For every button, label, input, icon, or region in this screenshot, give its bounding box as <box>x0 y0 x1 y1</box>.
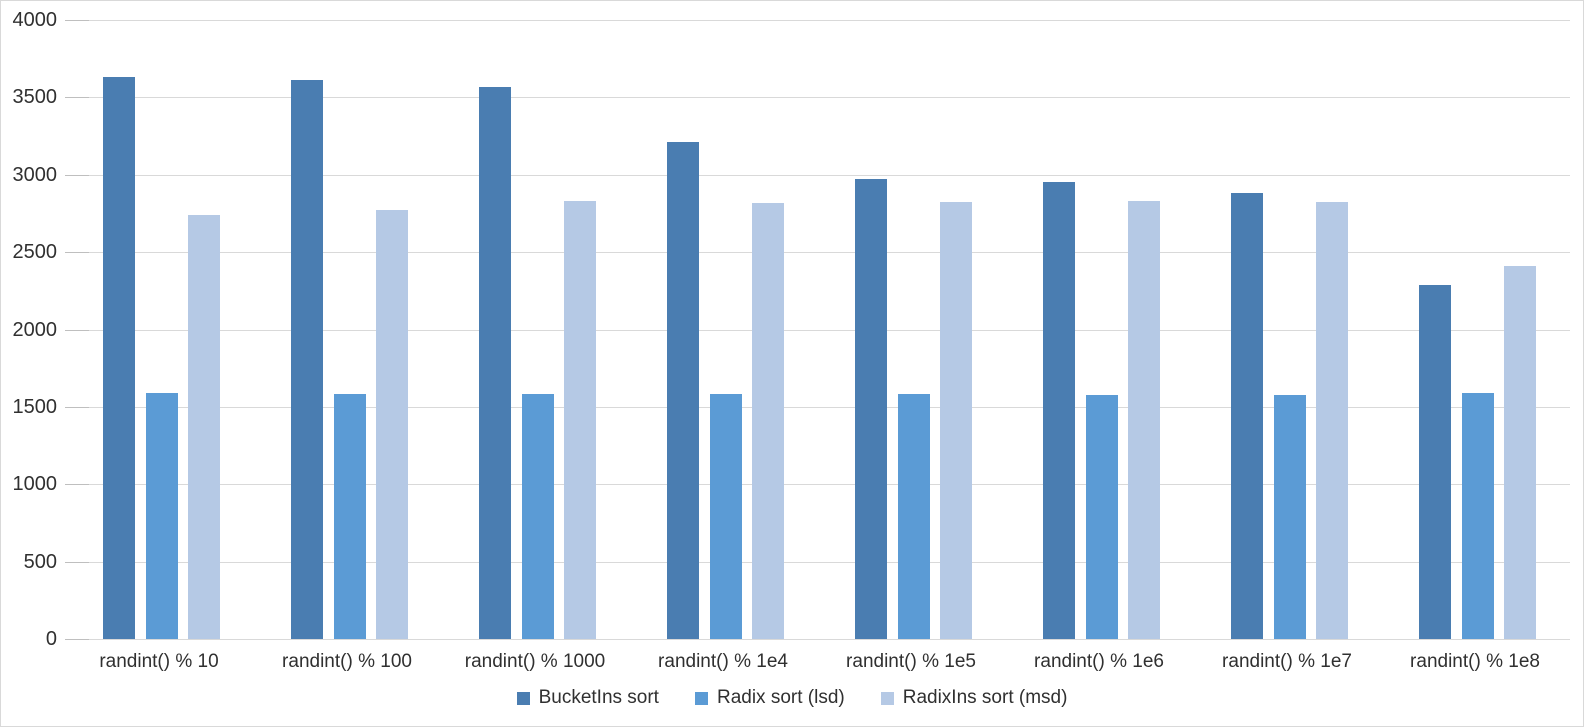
y-axis-tick <box>65 639 89 640</box>
y-axis-tick <box>65 484 89 486</box>
y-axis-tick <box>65 329 89 331</box>
chart-legend: BucketIns sort Radix sort (lsd) RadixIns s… <box>1 684 1583 712</box>
bar-bucketins-sort-group-8 <box>1419 284 1451 639</box>
bar-radixins-sort-msd-group-5 <box>940 201 972 639</box>
gridline <box>65 561 1570 563</box>
x-axis-label: randint() % 10 <box>99 651 219 672</box>
x-axis-label: randint() % 1000 <box>464 651 606 672</box>
gridline <box>65 252 1570 254</box>
bar-radixins-sort-msd-group-4 <box>752 203 784 639</box>
y-axis-label: 4000 <box>12 9 58 31</box>
y-axis-label: 1500 <box>12 395 58 418</box>
x-axis-label: randint() % 1e6 <box>1034 651 1164 672</box>
gridline <box>65 20 1570 21</box>
bar-radixins-sort-msd-group-7 <box>1316 201 1348 639</box>
legend-swatch-icon <box>880 691 894 705</box>
bar-radix-sort-lsd-group-8 <box>1461 392 1494 639</box>
gridline <box>65 97 1570 99</box>
legend-label: RadixIns sort (msd) <box>902 687 1068 708</box>
legend-swatch-icon <box>694 691 708 705</box>
bar-bucketins-sort-group-6 <box>1043 181 1075 639</box>
bar-radix-sort-lsd-group-4 <box>709 394 742 639</box>
y-axis-label: 0 <box>45 628 57 650</box>
gridline <box>65 329 1570 331</box>
x-axis-label: randint() % 1e7 <box>1222 651 1352 672</box>
legend-item: Radix sort (lsd) <box>694 687 845 709</box>
bar-radixins-sort-msd-group-8 <box>1504 266 1536 639</box>
bar-radix-sort-lsd-group-2 <box>333 393 366 639</box>
legend-label: BucketIns sort <box>538 687 659 708</box>
gridline <box>65 174 1570 176</box>
x-axis-label: randint() % 1e5 <box>846 651 976 672</box>
bar-radix-sort-lsd-group-3 <box>521 393 554 639</box>
x-axis-label: randint() % 1e4 <box>658 651 788 672</box>
legend-swatch-icon <box>516 691 530 705</box>
legend-item: RadixIns sort (msd) <box>880 687 1068 709</box>
y-axis-label: 500 <box>23 550 57 573</box>
y-axis-tick <box>65 97 89 99</box>
y-axis-tick <box>65 561 89 563</box>
legend-label: Radix sort (lsd) <box>716 687 845 708</box>
y-axis-label: 3000 <box>12 163 58 186</box>
bar-bucketins-sort-group-3 <box>479 87 511 639</box>
bar-radix-sort-lsd-group-7 <box>1273 395 1306 639</box>
legend-item: BucketIns sort <box>516 687 659 709</box>
y-axis-label: 3500 <box>12 86 58 109</box>
y-axis-label: 2500 <box>12 241 58 264</box>
bar-bucketins-sort-group-4 <box>667 142 699 639</box>
bar-bucketins-sort-group-5 <box>855 179 887 639</box>
gridline <box>65 484 1570 486</box>
bar-bucketins-sort-group-2 <box>291 80 323 639</box>
bar-bucketins-sort-group-1 <box>103 77 135 639</box>
x-axis-label: randint() % 1e8 <box>1410 651 1540 672</box>
bar-radix-sort-lsd-group-6 <box>1085 395 1118 639</box>
y-axis-tick <box>65 20 89 21</box>
y-axis-label: 2000 <box>12 318 58 341</box>
bar-bucketins-sort-group-7 <box>1231 192 1263 639</box>
bar-radix-sort-lsd-group-5 <box>897 394 930 639</box>
bar-radix-sort-lsd-group-1 <box>145 392 178 639</box>
bar-radixins-sort-msd-group-3 <box>564 201 596 639</box>
x-axis-label: randint() % 100 <box>282 651 412 672</box>
bar-radixins-sort-msd-group-1 <box>188 214 220 639</box>
y-axis-tick <box>65 174 89 176</box>
bar-radixins-sort-msd-group-6 <box>1128 201 1160 639</box>
gridline <box>65 639 1570 640</box>
gridline <box>65 406 1570 408</box>
bar-radixins-sort-msd-group-2 <box>376 209 408 639</box>
y-axis-tick <box>65 252 89 254</box>
y-axis-label: 1000 <box>12 473 58 496</box>
y-axis-tick <box>65 406 89 408</box>
